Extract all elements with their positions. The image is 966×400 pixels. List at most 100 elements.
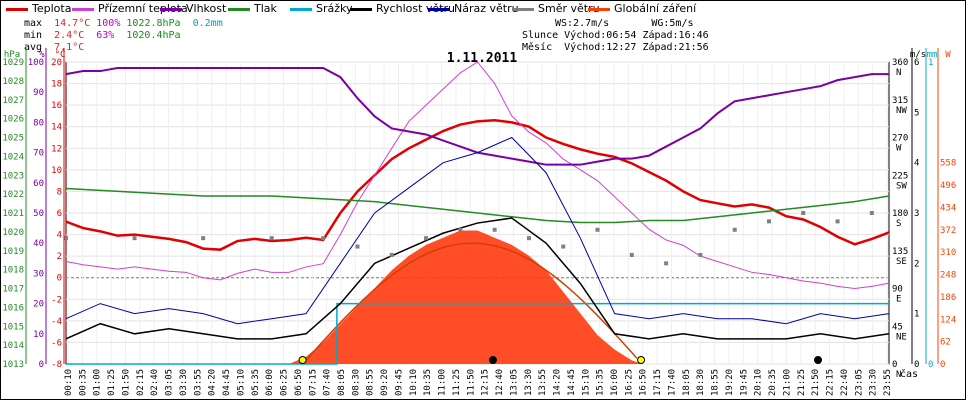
- series-line-rychlost-větru: [65, 217, 890, 340]
- tick-label-wind: 2: [914, 259, 919, 269]
- wind-direction-point: [629, 252, 634, 257]
- tick-label-hpa: 1024: [2, 152, 24, 162]
- tick-label-x: 02:40: [150, 369, 160, 396]
- tick-label-x: 03:30: [179, 369, 189, 396]
- tick-label-x: 20:10: [754, 369, 764, 396]
- axis-label-percent: %: [39, 50, 45, 60]
- legend-swatch: [160, 7, 182, 11]
- stats-max-row: max 14.7°C 100% 1022.8hPa 0.2mm: [24, 18, 223, 29]
- legend-swatch: [350, 7, 372, 11]
- stats-max-hum: 100%: [96, 18, 121, 29]
- axis-label-rain: mm: [927, 50, 938, 60]
- tick-label-x: 05:10: [236, 369, 246, 396]
- radiation-theoretical-line: [302, 242, 638, 365]
- tick-label-hpa: 1028: [2, 77, 24, 87]
- tick-label-hpa: 1017: [2, 285, 24, 295]
- wind-direction-point: [389, 252, 394, 257]
- tick-label-x: 23:55: [883, 369, 893, 396]
- tick-label-x: 23:30: [869, 369, 879, 396]
- stats-moon-rise: Východ:12:27: [564, 42, 637, 53]
- tick-label-x: 08:05: [337, 369, 347, 396]
- stats-max-press: 1022.8hPa: [126, 18, 181, 29]
- tick-label-hpa: 1025: [2, 134, 24, 144]
- tick-label-celsius: 10: [51, 166, 62, 176]
- tick-label-x: 12:40: [495, 369, 505, 396]
- tick-label-x: 11:00: [438, 369, 448, 396]
- tick-label-percent: 30: [33, 269, 44, 279]
- tick-label-percent: 100: [28, 58, 44, 68]
- legend-swatch: [290, 7, 312, 11]
- legend-label: Tlak: [254, 2, 277, 15]
- stats-avg-temp: 7.1°C: [54, 42, 85, 53]
- tick-label-x: 18:55: [711, 369, 721, 396]
- legend-swatch: [588, 7, 610, 11]
- tick-label-x: 18:30: [696, 369, 706, 396]
- axis-label-wind: m/s: [910, 50, 926, 60]
- wind-direction-point: [664, 261, 669, 266]
- tick-label-wind: 3: [914, 209, 919, 219]
- tick-label-celsius: 6: [57, 209, 62, 219]
- tick-label-celsius: -4: [51, 317, 62, 327]
- series-line-náraz-větru: [65, 136, 890, 325]
- legend-item: Směr větru: [512, 2, 600, 18]
- stats-wind-row: WS:2.7m/s WG:5m/s: [555, 18, 694, 29]
- tick-label-x: 09:45: [394, 369, 404, 396]
- tick-label-percent: 50: [33, 209, 44, 219]
- series-line-přízemní-teplota: [65, 61, 890, 290]
- tick-label-hpa: 1018: [2, 266, 24, 276]
- stats-max-temp: 14.7°C: [54, 18, 91, 29]
- tick-label-direction: 45: [892, 322, 903, 332]
- wind-direction-point: [64, 236, 68, 241]
- radiation-layer: [288, 230, 643, 365]
- tick-label-x: 07:15: [308, 369, 318, 396]
- tick-label-x: 22:15: [826, 369, 836, 396]
- legend-swatch: [6, 7, 28, 11]
- legend-item: Teplota: [6, 2, 71, 18]
- tick-label-celsius: 8: [57, 187, 62, 197]
- legend-item: Globální záření: [588, 2, 696, 18]
- legend-label: Přízemní teplota: [98, 2, 188, 15]
- wind-direction-point: [595, 227, 600, 232]
- tick-label-x: 08:55: [366, 369, 376, 396]
- tick-label-hpa: 1020: [2, 228, 24, 238]
- tick-label-celsius: 16: [51, 101, 62, 111]
- tick-label-x: 21:50: [811, 369, 821, 396]
- moonset-icon: [814, 356, 823, 364]
- tick-label-radiation: 62: [940, 338, 951, 348]
- tick-label-x: 08:30: [351, 369, 361, 396]
- tick-label-wind: 1: [914, 310, 919, 320]
- wind-direction-point: [269, 236, 274, 241]
- tick-label-percent: 90: [33, 88, 44, 98]
- chart-title: 1.11.2011: [447, 51, 518, 66]
- stats-min-press: 1020.4hPa: [126, 30, 181, 41]
- series-line-srážky: [66, 302, 889, 365]
- stats-wg: WG:5m/s: [651, 18, 694, 29]
- tick-label-x: 07:40: [323, 369, 333, 396]
- legend-label: Náraz větru: [454, 2, 519, 15]
- tick-label-celsius: 14: [51, 123, 62, 133]
- legend-item: Vlhkost: [160, 2, 226, 18]
- legend-label: Rychlost větru: [376, 2, 455, 15]
- tick-label-celsius: -8: [51, 360, 62, 370]
- legend-label: Vlhkost: [186, 2, 227, 15]
- wind-direction-point: [526, 236, 531, 241]
- stats-avg-row: avg 7.1°C: [24, 42, 84, 53]
- stats-sun-set: Západ:16:46: [642, 30, 709, 41]
- axes-layer: 1013101410151016101710181019102010211022…: [2, 48, 956, 396]
- tick-label-rain: 0: [928, 360, 933, 370]
- tick-label-direction-abbr: NE: [896, 332, 907, 342]
- tick-label-percent: 20: [33, 300, 44, 310]
- wind-direction-point: [355, 244, 360, 249]
- tick-label-direction-abbr: S: [896, 219, 901, 229]
- stats-avg-label: avg: [24, 42, 43, 53]
- tick-label-radiation: 372: [940, 226, 956, 236]
- wind-direction-point: [869, 211, 874, 215]
- tick-label-x: 05:35: [251, 369, 261, 396]
- moonrise-icon: [488, 356, 497, 364]
- legend-label: Teplota: [32, 2, 72, 15]
- tick-label-celsius: 2: [57, 252, 62, 262]
- tick-label-percent: 70: [33, 149, 44, 159]
- tick-label-x: 00:10: [64, 369, 74, 396]
- tick-label-x: 13:55: [538, 369, 548, 396]
- tick-label-direction: 90: [892, 285, 903, 295]
